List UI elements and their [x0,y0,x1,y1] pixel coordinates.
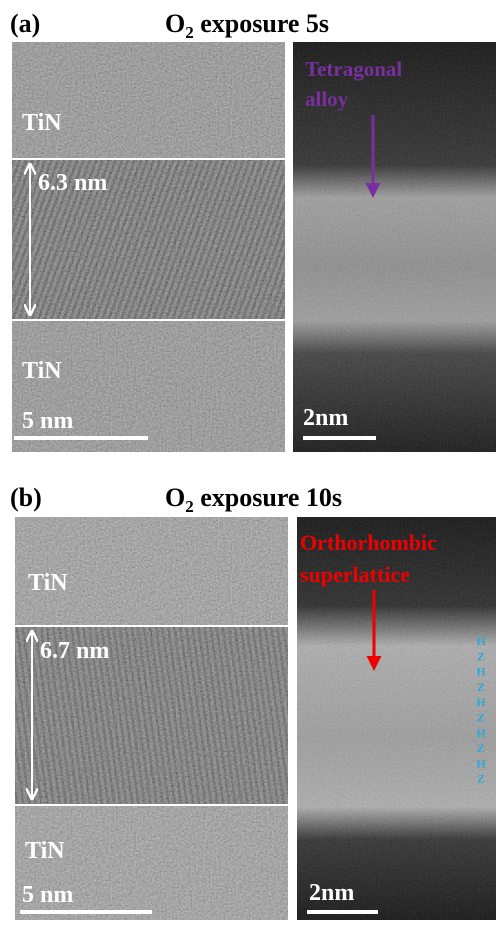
layer-letter: H [476,756,486,770]
layer-letter: Z [477,649,485,663]
figure: (a) O2 exposure 5s TiN 6.3 nm TiN 5 nm T… [0,0,496,926]
layer-letter: Z [477,680,485,694]
annotation: alloy [305,87,349,111]
annotation: Orthorhombic [300,530,437,555]
scale-label: 2nm [309,880,354,906]
layer-letter: H [476,665,486,679]
panel-title: O2 exposure 5s [165,9,329,42]
hrtem-image [12,42,285,452]
title-part: exposure 5s [194,9,329,38]
thickness-label: 6.7 nm [40,638,109,664]
title-part: O [165,9,185,38]
layer-letter: H [476,634,486,648]
panel-label: (b) [10,483,42,512]
title-sub: 2 [185,497,194,516]
layer-label: TiN [22,358,62,384]
layer-letter: Z [477,741,485,755]
annotation: Tetragonal [305,57,402,81]
panel-label: (a) [10,9,40,38]
layer-label: TiN [25,838,65,864]
layer-label: TiN [22,110,62,136]
scale-label: 2nm [303,405,348,431]
panel-title: O2 exposure 10s [165,483,342,516]
scale-label: 5 nm [22,408,73,434]
layer-letter: H [476,695,486,709]
layer-letter: H [476,726,486,740]
title-part: exposure 10s [194,483,342,512]
layer-letter: Z [477,772,485,786]
title-sub: 2 [185,23,194,42]
title-part: O [165,483,185,512]
layer-letter: Z [477,711,485,725]
thickness-label: 6.3 nm [38,170,107,196]
scale-label: 5 nm [22,882,73,908]
layer-label: TiN [28,570,68,596]
annotation: superlattice [300,562,410,587]
